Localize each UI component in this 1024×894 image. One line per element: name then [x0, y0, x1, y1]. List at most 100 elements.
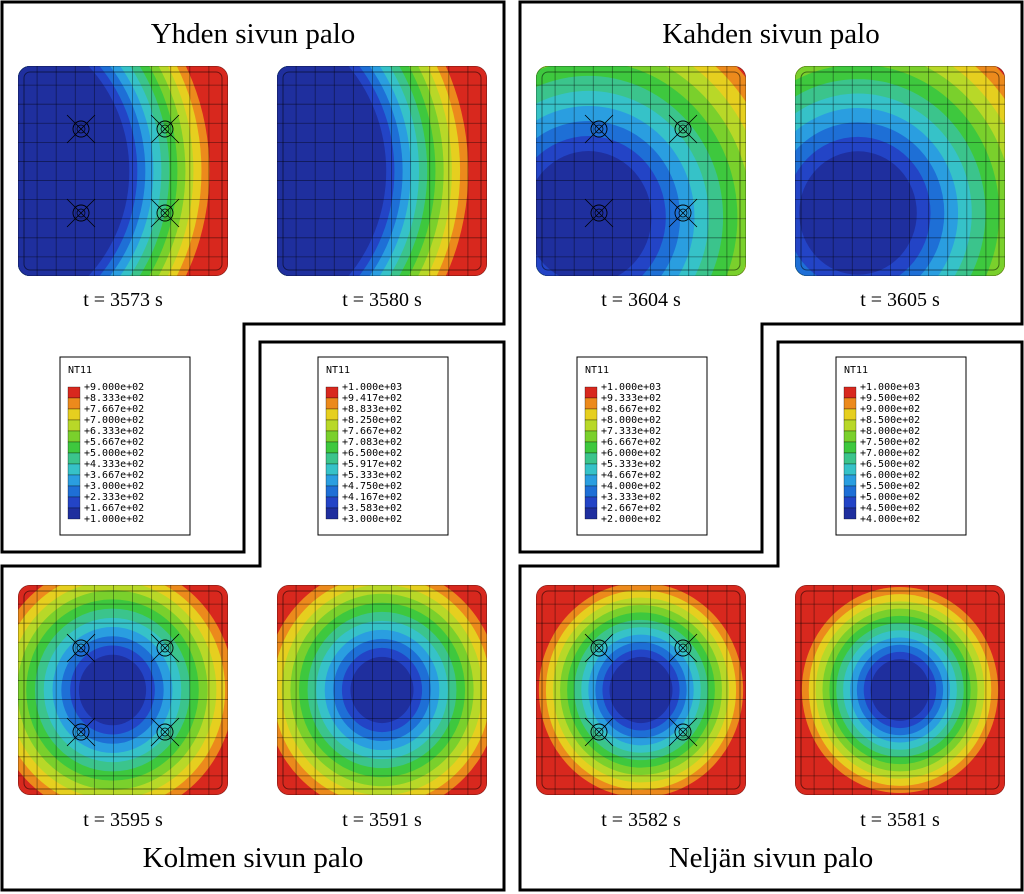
bolt — [72, 723, 90, 741]
legend-swatch — [67, 386, 81, 399]
bolt — [156, 639, 174, 657]
legend-swatch — [843, 463, 857, 476]
bolt — [594, 727, 604, 737]
plot-outline — [800, 590, 1000, 790]
bolt-line — [668, 633, 698, 663]
bolt-line — [584, 633, 614, 663]
legend-label: +7.333e+02 — [601, 426, 661, 437]
legend-label: +4.333e+02 — [84, 459, 144, 470]
legend-label: +9.500e+02 — [860, 393, 920, 404]
legend-label: +2.000e+02 — [601, 514, 661, 525]
legend-label: +6.333e+02 — [84, 426, 144, 437]
bolt-line — [668, 114, 698, 144]
legend-label: +8.333e+02 — [84, 393, 144, 404]
contour-band — [350, 656, 414, 724]
legend-label: +8.833e+02 — [342, 404, 402, 415]
bolt — [156, 120, 174, 138]
legend-box — [576, 356, 708, 536]
legend-swatch — [67, 441, 81, 454]
panel-border — [518, 0, 1024, 554]
bolt — [590, 639, 608, 657]
legend-swatch — [843, 386, 857, 399]
bolt — [678, 124, 688, 134]
panel-border — [0, 340, 506, 892]
legend-label: +9.000e+02 — [860, 404, 920, 415]
legend-label: +3.583e+02 — [342, 503, 402, 514]
bolt — [674, 723, 692, 741]
bolt — [590, 723, 608, 741]
legend-title: NT11 — [585, 365, 609, 376]
bolt — [590, 204, 608, 222]
bolt-line — [150, 717, 180, 747]
legend-box — [59, 356, 191, 536]
bolt-line — [150, 114, 180, 144]
legend-label: +9.333e+02 — [601, 393, 661, 404]
legend-swatch — [584, 386, 598, 399]
bolt — [72, 120, 90, 138]
legend-label: +2.333e+02 — [84, 492, 144, 503]
legend-swatch — [843, 507, 857, 520]
contour-plot — [795, 585, 1005, 795]
time-label: t = 3591 s — [342, 809, 422, 831]
legend-swatch — [843, 485, 857, 498]
legend-swatch — [584, 408, 598, 421]
legend-swatch — [67, 463, 81, 476]
legend-box — [317, 356, 449, 536]
contour-band — [609, 656, 673, 724]
bolt — [76, 124, 86, 134]
bolt — [674, 120, 692, 138]
bolt-line — [66, 717, 96, 747]
legend-label: +5.500e+02 — [860, 481, 920, 492]
plot-outline — [800, 71, 1000, 271]
legend-swatch — [584, 430, 598, 443]
legend-swatch — [325, 507, 339, 520]
time-label: t = 3582 s — [601, 809, 681, 831]
legend-label: +4.667e+02 — [601, 470, 661, 481]
contour-band — [277, 66, 387, 276]
legend-label: +5.917e+02 — [342, 459, 402, 470]
plot-outline — [541, 590, 741, 790]
legend-label: +7.000e+02 — [860, 448, 920, 459]
legend-swatch — [325, 397, 339, 410]
legend-box — [835, 356, 967, 536]
bolt — [674, 639, 692, 657]
bolt — [160, 643, 170, 653]
legend-swatch — [67, 507, 81, 520]
bolt-line — [66, 114, 96, 144]
legend-label: +5.333e+02 — [601, 459, 661, 470]
bolt-line — [668, 198, 698, 228]
panel-title: Kahden sivun palo — [662, 18, 879, 50]
bolt — [76, 727, 86, 737]
legend-swatch — [584, 441, 598, 454]
legend-label: +7.500e+02 — [860, 437, 920, 448]
bolt — [76, 208, 86, 218]
contour-plot — [795, 66, 1005, 276]
legend-label: +4.500e+02 — [860, 503, 920, 514]
bolt — [160, 727, 170, 737]
legend-swatch — [584, 496, 598, 509]
legend-swatch — [843, 430, 857, 443]
legend-swatch — [584, 474, 598, 487]
legend-swatch — [325, 419, 339, 432]
legend-swatch — [584, 507, 598, 520]
contour-band — [18, 66, 130, 276]
bolt — [594, 208, 604, 218]
legend-label: +6.000e+02 — [601, 448, 661, 459]
legend-label: +4.167e+02 — [342, 492, 402, 503]
legend-label: +8.000e+02 — [601, 415, 661, 426]
legend-swatch — [67, 485, 81, 498]
legend-label: +5.333e+02 — [342, 470, 402, 481]
bolt — [678, 208, 688, 218]
plot-outline — [23, 590, 223, 790]
legend-label: +4.750e+02 — [342, 481, 402, 492]
plot-outline — [23, 71, 223, 271]
contour-band — [78, 654, 147, 726]
legend-swatch — [843, 452, 857, 465]
legend-swatch — [325, 463, 339, 476]
legend-label: +5.000e+02 — [860, 492, 920, 503]
bolt-line — [66, 198, 96, 228]
legend-swatch — [325, 452, 339, 465]
bolt — [594, 643, 604, 653]
contour-band — [799, 151, 917, 275]
